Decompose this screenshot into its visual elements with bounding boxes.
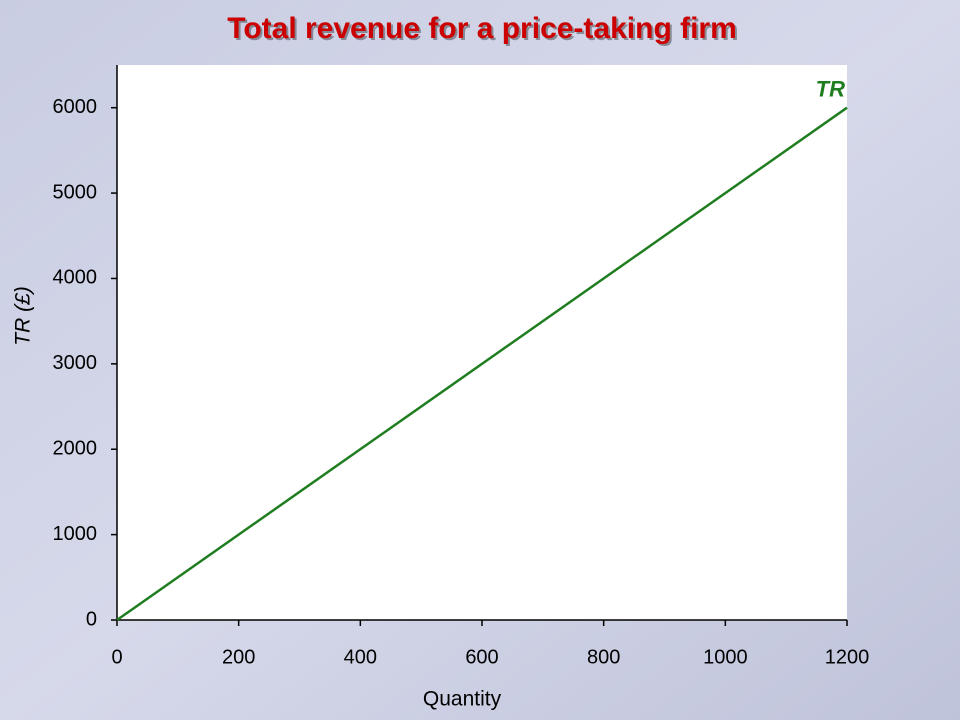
x-axis-label: Quantity xyxy=(423,688,502,711)
x-tick-label: 400 xyxy=(344,646,377,668)
y-tick-label: 2000 xyxy=(53,438,98,460)
y-tick-label: 1000 xyxy=(53,523,98,545)
chart-title-shadow: Total revenue for a price-taking firm xyxy=(229,14,739,47)
x-tick-label: 0 xyxy=(111,646,122,668)
y-tick-label: 4000 xyxy=(53,267,98,289)
x-tick-label: 200 xyxy=(222,646,255,668)
x-tick-label: 800 xyxy=(587,646,620,668)
x-tick-label: 1200 xyxy=(825,646,870,668)
y-tick-label: 5000 xyxy=(53,181,98,203)
line xyxy=(116,106,848,622)
x-tick-label: 1000 xyxy=(703,646,748,668)
line-label: TR xyxy=(816,77,845,102)
plot-area xyxy=(117,65,847,620)
y-axis-label: TR (£) xyxy=(12,286,35,346)
y-tick-label: 0 xyxy=(86,608,97,630)
y-tick-label: 3000 xyxy=(53,352,98,374)
y-tick-label: 6000 xyxy=(53,96,98,118)
chart-title: Total revenue for a price-taking firm xyxy=(227,12,737,45)
x-tick-label: 600 xyxy=(465,646,498,668)
